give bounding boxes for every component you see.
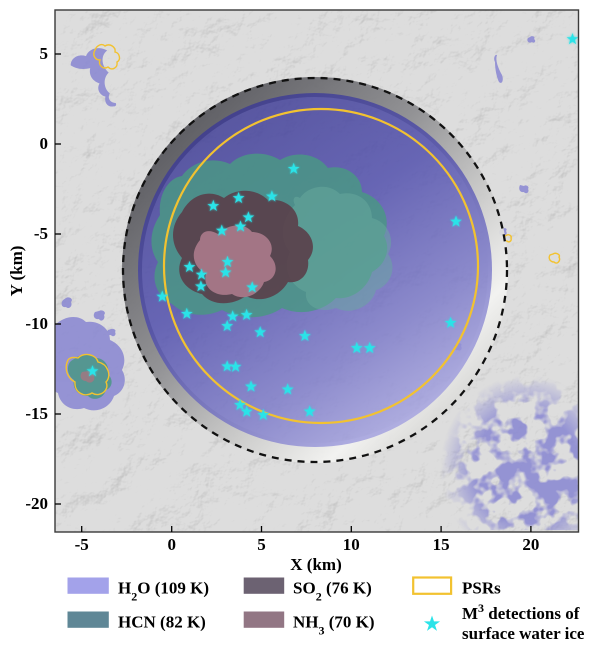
svg-text:X (km): X (km) <box>290 555 341 574</box>
svg-text:0: 0 <box>167 535 176 554</box>
svg-text:20: 20 <box>522 535 539 554</box>
svg-text:-5: -5 <box>75 535 89 554</box>
svg-text:15: 15 <box>433 535 450 554</box>
svg-text:HCN (82 K): HCN (82 K) <box>118 613 206 632</box>
svg-text:-20: -20 <box>25 494 48 513</box>
svg-text:PSRs: PSRs <box>462 579 501 598</box>
svg-text:Y (km): Y (km) <box>7 246 26 297</box>
svg-text:0: 0 <box>40 134 49 153</box>
svg-text:surface water ice: surface water ice <box>462 624 585 643</box>
svg-text:-5: -5 <box>34 224 48 243</box>
svg-text:5: 5 <box>257 535 266 554</box>
svg-text:5: 5 <box>40 44 49 63</box>
svg-text:-10: -10 <box>25 314 48 333</box>
svg-text:10: 10 <box>343 535 360 554</box>
svg-text:-15: -15 <box>25 404 48 423</box>
